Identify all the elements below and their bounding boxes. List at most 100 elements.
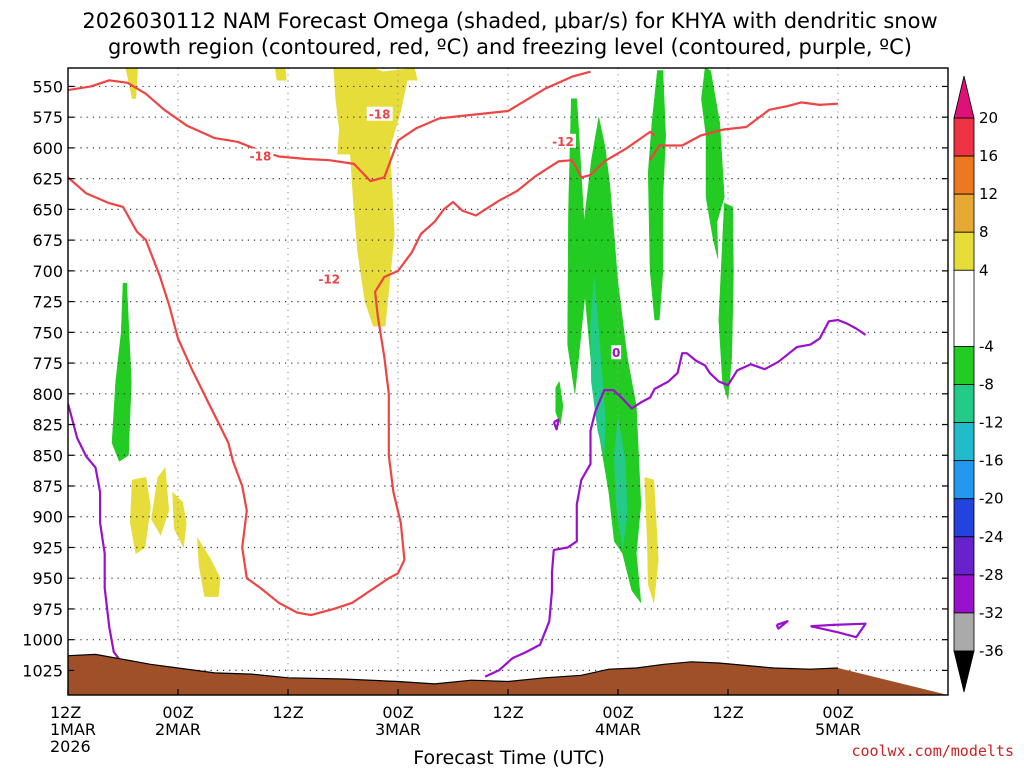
colorbar-bin-3	[953, 231, 975, 271]
colorbar-above-arrow	[953, 75, 975, 119]
y-tick-label-900: 900	[32, 508, 63, 527]
contour-label-4: 0	[612, 346, 620, 360]
colorbar-bin-10	[953, 536, 975, 576]
x-tick-label-48-0: 12Z	[492, 703, 523, 722]
colorbar-label-12: 12	[979, 185, 998, 203]
contour-label-bg-1	[247, 148, 274, 163]
freezing-level-line-2	[775, 620, 789, 630]
colorbar-bin-2	[953, 193, 975, 233]
x-tick-label-0-2: 2026	[50, 737, 91, 756]
x-tick-label-12-0: 00Z	[162, 703, 193, 722]
terrain-layer	[68, 653, 948, 695]
contour-label-1: -18	[250, 150, 272, 164]
colorbar-bin-6	[953, 384, 975, 423]
colorbar-label-8: 8	[979, 223, 989, 241]
colorbar-bin-7	[953, 422, 975, 462]
x-tick-label-36-0: 00Z	[382, 703, 413, 722]
terrain-fill	[68, 654, 948, 695]
colorbar-bin-11	[953, 574, 975, 614]
colorbar-below-arrow	[953, 650, 975, 693]
y-tick-label-925: 925	[32, 538, 63, 557]
colorbar-label--16: -16	[979, 452, 1004, 470]
isotherm-minus12-line-0	[68, 130, 656, 617]
colorbar-bin-0	[953, 117, 975, 157]
y-tick-label-625: 625	[32, 170, 63, 189]
contour-layer	[68, 70, 867, 678]
x-tick-label-0-1: 1MAR	[50, 720, 96, 739]
y-tick-label-675: 675	[32, 231, 63, 250]
contour-label-2: -12	[552, 135, 574, 149]
contour-label-layer: -18 -18 -12 -12 0	[247, 106, 622, 360]
y-tick-label-825: 825	[32, 416, 63, 435]
y-tick-label-1025: 1025	[22, 661, 63, 680]
x-tick-label-36-1: 3MAR	[375, 720, 421, 739]
freezing-level-line-1	[484, 318, 867, 678]
colorbar-label-16: 16	[979, 147, 998, 165]
colorbar-bin-8	[953, 460, 975, 500]
isotherm-minus18-line-1	[649, 101, 839, 161]
colorbar-label-20: 20	[979, 109, 998, 127]
freezing-level-line-3	[810, 622, 867, 639]
x-tick-label-12-1: 2MAR	[155, 720, 201, 739]
colorbar-bin-1	[953, 155, 975, 195]
contour-label-bg-0	[366, 106, 393, 121]
x-tick-label-84-0: 00Z	[822, 703, 853, 722]
x-tick-label-84-1: 5MAR	[815, 720, 861, 739]
contour-label-bg-3	[316, 271, 343, 286]
y-tick-label-850: 850	[32, 446, 63, 465]
omega-region-7	[644, 477, 659, 603]
x-tick-label-24-0: 12Z	[272, 703, 303, 722]
y-tick-label-750: 750	[32, 323, 63, 342]
credit-text: coolwx.com/modelts	[851, 742, 1014, 760]
omega-region-12	[701, 68, 725, 259]
colorbar-label--36: -36	[979, 642, 1004, 660]
colorbar-label--32: -32	[979, 604, 1004, 622]
contour-label-bg-4	[611, 345, 622, 360]
x-tick-label-0-0: 12Z	[50, 703, 81, 722]
y-tick-label-950: 950	[32, 569, 63, 588]
colorbar-label--4: -4	[979, 337, 994, 355]
colorbar-bin-5	[953, 346, 975, 385]
freezing-level-line-0	[68, 403, 124, 665]
contour-label-3: -12	[318, 272, 340, 286]
colorbar-label--20: -20	[979, 490, 1004, 508]
omega-region-2	[333, 68, 418, 327]
omega-region-1	[274, 68, 287, 81]
omega-region-14	[590, 276, 606, 456]
colorbar-bin-12	[953, 612, 975, 652]
isotherm-minus18-line-0	[68, 70, 591, 183]
omega-region-4	[151, 466, 170, 536]
y-tick-label-775: 775	[32, 354, 63, 373]
colorbar-label-4: 4	[979, 261, 989, 279]
colorbar-bin-4	[953, 269, 975, 347]
y-tick-label-550: 550	[32, 77, 63, 96]
colorbar-bin-9	[953, 498, 975, 538]
omega-region-0	[125, 68, 138, 99]
y-tick-label-700: 700	[32, 262, 63, 281]
freezing-level-line-4	[552, 418, 560, 431]
plot-area: -18 -18 -12 -12 0	[68, 68, 948, 695]
y-tick-label-1000: 1000	[22, 631, 63, 650]
y-tick-label-600: 600	[32, 139, 63, 158]
y-tick-label-800: 800	[32, 385, 63, 404]
y-tick-label-975: 975	[32, 600, 63, 619]
omega-region-3	[130, 477, 151, 555]
omega-region-8	[111, 282, 132, 462]
colorbar: 20 16 12 8 4 -4 -8 -12 -16 -20 -24 -28 -32 -36	[953, 75, 1004, 693]
x-tick-label-60-1: 4MAR	[595, 720, 641, 739]
colorbar-label--12: -12	[979, 414, 1004, 432]
x-tick-label-72-0: 12Z	[712, 703, 743, 722]
contour-label-0: -18	[369, 108, 391, 122]
y-tick-label-650: 650	[32, 200, 63, 219]
contour-label-bg-2	[550, 133, 576, 148]
omega-region-5	[172, 491, 187, 549]
colorbar-label--24: -24	[979, 528, 1004, 546]
y-tick-label-875: 875	[32, 477, 63, 496]
omega-region-6	[197, 537, 221, 597]
colorbar-label--8: -8	[979, 376, 994, 394]
y-tick-label-575: 575	[32, 108, 63, 127]
axes-layer: 550 575 600 625 650 675 700 725 750 775 800 825 850 8…	[22, 67, 949, 756]
colorbar-label--28: -28	[979, 566, 1004, 584]
